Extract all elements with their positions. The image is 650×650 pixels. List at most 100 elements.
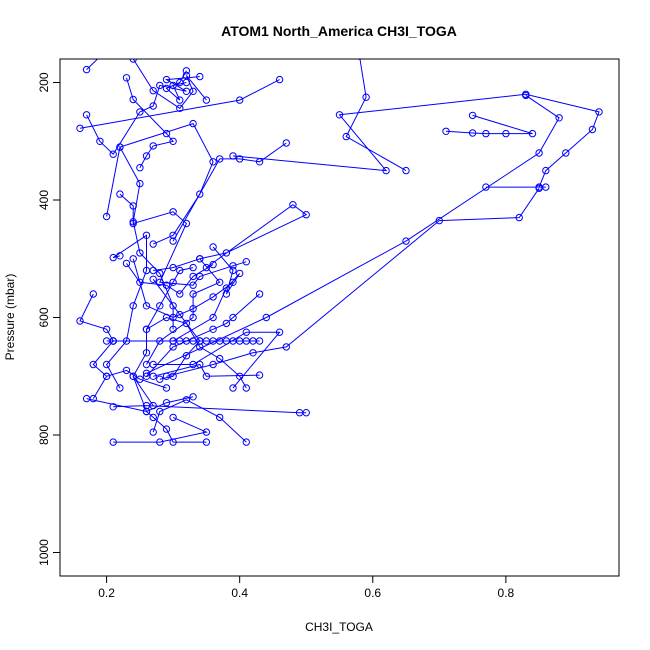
data-point [169, 137, 177, 146]
data-point [149, 87, 157, 95]
data-point [209, 158, 217, 166]
data-point [169, 278, 177, 286]
data-point [302, 211, 310, 219]
data-point [109, 438, 117, 446]
data-point [109, 150, 117, 158]
x-tick-label: 0.8 [498, 586, 515, 600]
data-point [229, 266, 237, 275]
data-point [162, 281, 171, 289]
data-point [162, 384, 171, 392]
data-point [209, 243, 217, 251]
series-line [146, 258, 221, 365]
data-point [342, 132, 350, 141]
series-line [345, 59, 407, 172]
series-line [86, 59, 99, 70]
data-point [109, 403, 117, 411]
x-axis: 0.2 0.4 0.6 0.8 [98, 576, 515, 600]
data-point [275, 75, 284, 84]
data-point [142, 349, 151, 357]
data-point [202, 428, 211, 436]
data-point [149, 401, 157, 410]
series-layer [76, 59, 603, 446]
data-point [169, 237, 177, 245]
data-point [169, 208, 177, 216]
data-point [156, 81, 164, 90]
series-15 [142, 255, 224, 369]
data-point [229, 384, 237, 392]
data-point [202, 263, 211, 272]
data-point [202, 96, 211, 104]
series-line [105, 234, 147, 389]
y-tick-label: 800 [37, 425, 51, 445]
series-line [132, 267, 194, 406]
data-point [129, 218, 137, 226]
data-point [142, 407, 151, 416]
series-20 [109, 413, 211, 446]
data-point [136, 249, 144, 257]
series-12 [229, 90, 603, 191]
data-point [222, 284, 231, 292]
data-point [169, 263, 177, 272]
data-point [189, 87, 197, 96]
data-point [209, 293, 217, 301]
data-point [522, 91, 530, 100]
data-point [229, 262, 237, 270]
series-line [79, 79, 280, 129]
data-point [156, 269, 164, 278]
data-point [149, 102, 157, 110]
series-line [166, 188, 540, 377]
data-point [89, 360, 98, 369]
data-point [182, 67, 191, 75]
series-line [199, 204, 308, 269]
data-point [222, 319, 231, 328]
data-point [255, 371, 264, 379]
data-point [402, 237, 410, 245]
data-point [182, 352, 191, 360]
data-point [136, 108, 144, 116]
data-point [129, 255, 137, 263]
data-point [156, 375, 164, 383]
data-point [236, 155, 244, 163]
data-point [156, 407, 164, 416]
data-point [196, 72, 204, 81]
series-line [119, 193, 247, 286]
data-point [222, 249, 231, 257]
data-point [116, 252, 124, 260]
data-point [149, 428, 157, 436]
data-point [282, 139, 290, 147]
data-point [82, 111, 91, 119]
data-point [229, 152, 237, 160]
data-point [242, 384, 251, 392]
x-axis-label: CH3I_TOGA [305, 620, 373, 634]
data-point [136, 179, 144, 188]
data-point [222, 290, 231, 298]
series-line [126, 263, 214, 295]
data-point [142, 152, 151, 160]
data-point [209, 360, 217, 369]
data-point [209, 260, 217, 269]
data-point [542, 166, 550, 175]
data-point [468, 129, 477, 137]
series-17 [142, 313, 251, 392]
data-point [136, 375, 144, 383]
data-point [129, 302, 137, 310]
series-line [146, 94, 560, 374]
data-point [149, 142, 157, 150]
chart-title: ATOM1 North_America CH3I_TOGA [221, 23, 457, 39]
data-point [555, 114, 563, 122]
data-point [156, 302, 164, 310]
series-7 [116, 190, 251, 289]
data-point [82, 65, 91, 74]
series-line [113, 246, 241, 342]
data-point [169, 302, 177, 310]
data-point [442, 127, 450, 136]
series-line [165, 70, 187, 101]
data-point [402, 166, 410, 175]
series-16 [102, 337, 264, 345]
data-point [302, 409, 310, 417]
series-line [86, 76, 200, 155]
y-axis-label: Pressure (mbar) [3, 274, 17, 361]
data-point [189, 360, 197, 369]
data-point [289, 201, 297, 209]
